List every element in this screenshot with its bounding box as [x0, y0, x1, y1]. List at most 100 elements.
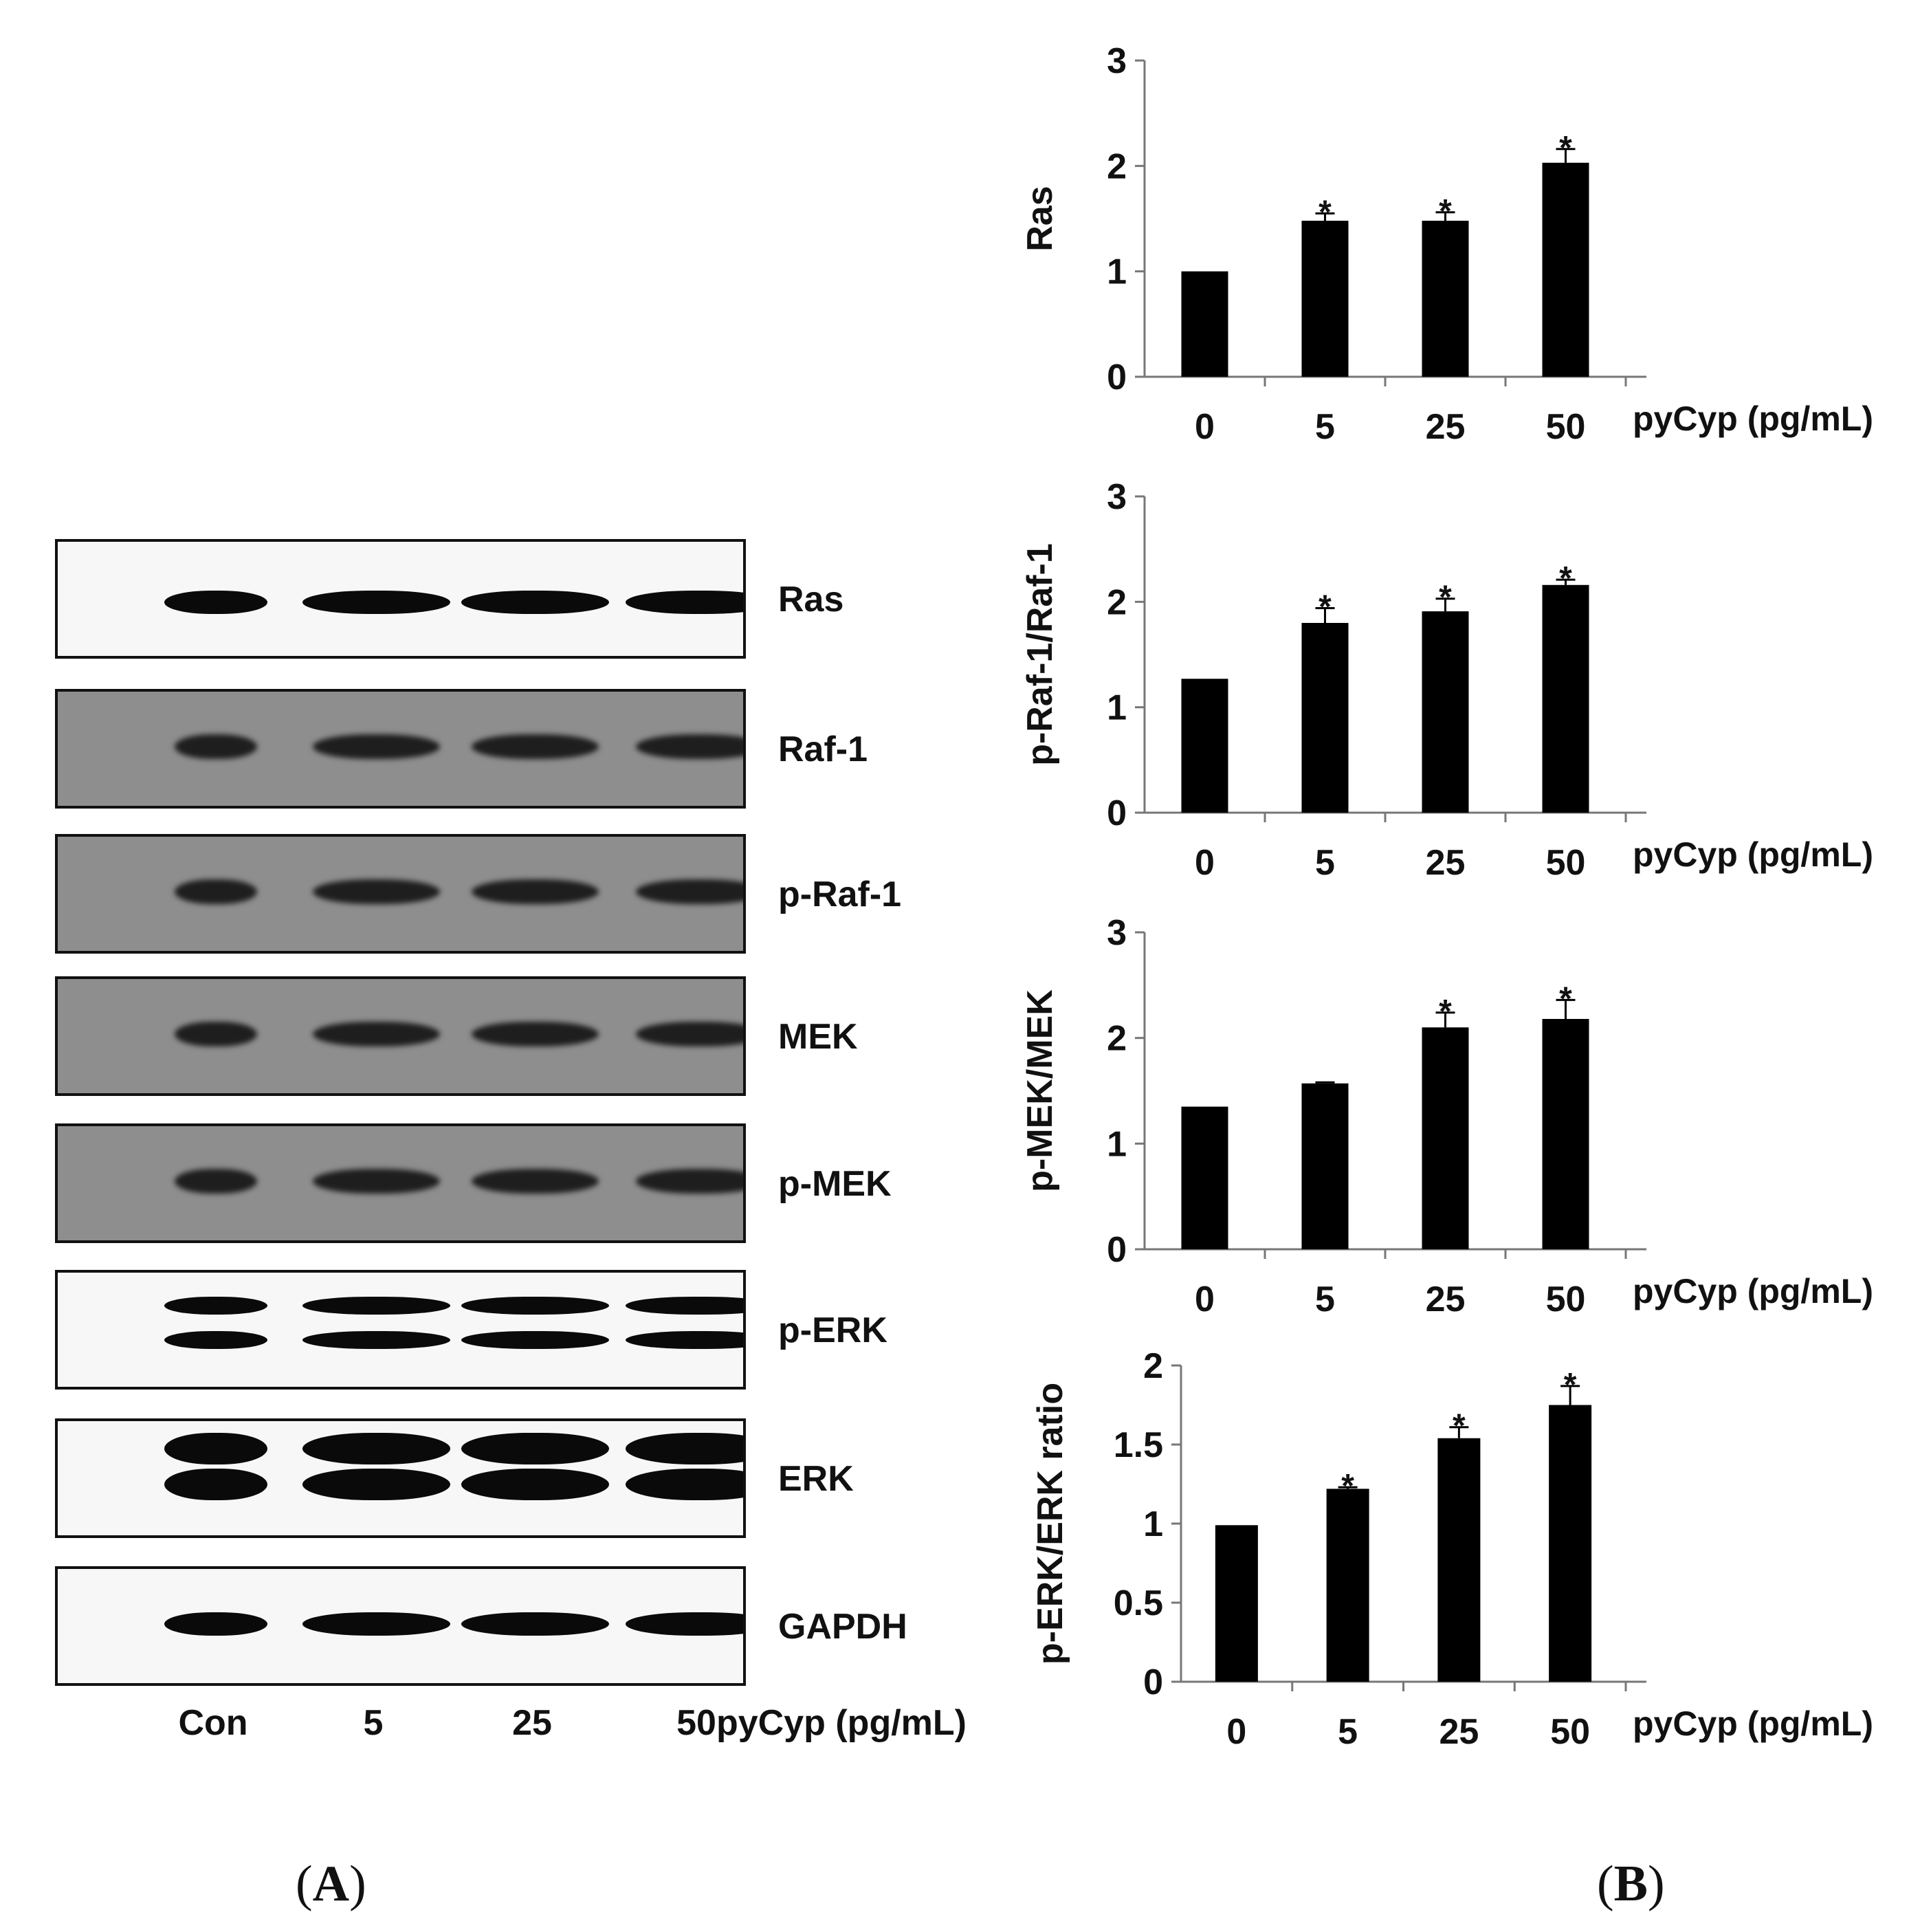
- western-blot-panel: Ras Raf-1 p-Raf-1 MEK p-MEK p-ERK ERK GAPDH Con 5…: [55, 539, 967, 1743]
- blot-band: [471, 1169, 599, 1194]
- x-tick-label: 25: [1426, 1280, 1466, 1319]
- significance-star: *: [1559, 130, 1572, 166]
- bar: [1422, 611, 1469, 813]
- bar: [1437, 1438, 1481, 1682]
- x-tick-label: 5: [1315, 843, 1335, 883]
- y-tick-label: 1: [1107, 688, 1127, 728]
- blot-band: [625, 1297, 743, 1315]
- y-tick-label: 0: [1107, 793, 1127, 833]
- blot-band: [302, 1612, 450, 1636]
- y-tick-label: 3: [1107, 41, 1127, 81]
- y-tick-label: 0: [1107, 358, 1127, 397]
- significance-star: *: [1318, 194, 1332, 230]
- x-tick-label: 0: [1195, 407, 1215, 447]
- significance-star: *: [1341, 1468, 1354, 1504]
- blot-band: [635, 734, 743, 759]
- significance-star: *: [1439, 580, 1452, 616]
- y-tick-label: 0.5: [1114, 1583, 1163, 1623]
- blot-band: [302, 591, 450, 614]
- blot-label: MEK: [778, 1017, 858, 1057]
- blot-unit-label: pyCyp (pg/mL): [716, 1703, 967, 1743]
- significance-star: *: [1318, 589, 1332, 626]
- blot-band: [461, 1469, 609, 1500]
- bar: [1422, 1027, 1469, 1249]
- blot-p-mek: [55, 1123, 746, 1243]
- blot-band: [625, 1469, 743, 1500]
- blot-band: [164, 1612, 267, 1636]
- blot-band: [175, 734, 257, 759]
- blot-band: [461, 1612, 609, 1636]
- blot-band: [164, 1331, 267, 1349]
- blot-band: [471, 1022, 599, 1046]
- x-tick-label: 0: [1195, 843, 1215, 883]
- x-tick-label: 25: [1439, 1712, 1479, 1752]
- blot-band: [625, 1612, 743, 1636]
- blot-band: [635, 1169, 743, 1194]
- blot-band: [312, 1169, 440, 1194]
- blot-band: [471, 879, 599, 904]
- lane-label: 50: [676, 1703, 716, 1743]
- bar: [1181, 679, 1228, 813]
- bar: [1542, 584, 1589, 813]
- blot-gapdh: [55, 1566, 746, 1686]
- blot-raf-1: [55, 689, 746, 809]
- blot-band: [312, 1022, 440, 1046]
- y-tick-label: 3: [1107, 477, 1127, 517]
- blot-p-erk: [55, 1270, 746, 1390]
- blot-band: [461, 1297, 609, 1315]
- panel-b-letter: (B): [1597, 1856, 1665, 1912]
- x-tick-label: 50: [1546, 407, 1586, 447]
- significance-star: *: [1564, 1367, 1577, 1403]
- x-axis-label: pyCyp (pg/mL): [1633, 399, 1873, 438]
- bar: [1542, 1019, 1589, 1249]
- bar: [1326, 1489, 1369, 1682]
- blot-band: [635, 1022, 743, 1046]
- y-tick-label: 1: [1107, 1124, 1127, 1164]
- blot-band: [164, 1433, 267, 1464]
- y-axis-label: Ras: [1020, 186, 1060, 251]
- blot-p-raf-1: [55, 834, 746, 954]
- y-axis-label: p-MEK/MEK: [1020, 989, 1060, 1192]
- y-tick-label: 2: [1143, 1346, 1163, 1386]
- y-tick-label: 0: [1107, 1230, 1127, 1270]
- lane-label: 25: [512, 1703, 552, 1743]
- blot-band: [164, 591, 267, 614]
- significance-star: *: [1559, 980, 1572, 1017]
- x-tick-label: 5: [1315, 1280, 1335, 1319]
- bar: [1301, 1083, 1349, 1249]
- bar-charts-panel: 0 1 2 3 0 * 5 * 25 * 50 pyCyp (pg/mL) Ras 0 1 2 3 0 * 5 * 25 *…: [1020, 41, 1873, 1752]
- y-tick-label: 1: [1107, 252, 1127, 292]
- y-axis-label: p-ERK/ERK ratio: [1030, 1383, 1070, 1665]
- bar: [1422, 221, 1469, 377]
- significance-star: *: [1453, 1408, 1466, 1445]
- blot-label: p-ERK: [778, 1310, 887, 1350]
- lane-label: Con: [178, 1703, 248, 1743]
- significance-star: *: [1439, 193, 1452, 230]
- blot-band: [302, 1469, 450, 1500]
- blot-band: [625, 591, 743, 614]
- blot-label: p-MEK: [778, 1164, 892, 1204]
- x-tick-label: 50: [1550, 1712, 1590, 1752]
- blot-band: [302, 1297, 450, 1315]
- bar: [1181, 1106, 1228, 1249]
- blot-label: GAPDH: [778, 1607, 907, 1647]
- blot-band: [164, 1297, 267, 1315]
- blot-band: [164, 1469, 267, 1500]
- blot-band: [625, 1433, 743, 1464]
- blot-band: [635, 879, 743, 904]
- blot-erk: [55, 1418, 746, 1538]
- x-tick-label: 25: [1426, 843, 1466, 883]
- blot-label: Ras: [778, 580, 844, 619]
- x-axis-label: pyCyp (pg/mL): [1633, 835, 1873, 874]
- blot-band: [175, 879, 257, 904]
- bar: [1215, 1525, 1258, 1682]
- y-tick-label: 2: [1107, 146, 1127, 186]
- blot-band: [302, 1331, 450, 1349]
- x-tick-label: 50: [1546, 843, 1586, 883]
- bar: [1181, 271, 1228, 377]
- blot-band: [461, 1331, 609, 1349]
- significance-star: *: [1439, 994, 1452, 1030]
- y-tick-label: 1.5: [1114, 1425, 1163, 1465]
- blot-band: [312, 734, 440, 759]
- y-tick-label: 2: [1107, 1019, 1127, 1059]
